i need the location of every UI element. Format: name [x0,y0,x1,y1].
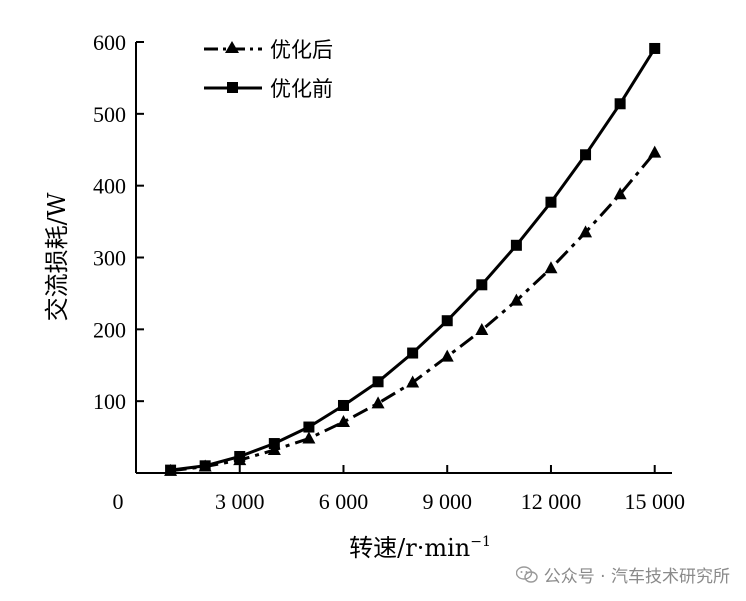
square-marker [407,347,419,359]
square-marker [268,438,280,450]
y-tick-label: 300 [93,246,126,271]
square-marker [372,376,384,388]
legend-marker-square-icon [227,82,238,93]
watermark-text: 公众号 · 汽车技术研究所 [543,567,730,587]
legend-item-original: 优化前 [204,77,333,101]
triangle-marker [579,225,593,238]
series-line-0 [170,151,656,473]
y-tick-label: 400 [93,174,126,199]
origin-label: 0 [113,489,124,514]
legend-label-original: 优化前 [270,77,333,101]
x-tick-label: 12 000 [521,489,582,514]
triangle-marker [440,349,454,362]
x-tick-label: 3 000 [215,489,265,514]
square-marker [234,450,246,462]
triangle-marker [406,375,420,388]
y-tick-label: 500 [93,102,126,127]
plot-area [135,42,672,474]
square-marker [476,279,488,291]
legend-item-optimized: 优化后 [204,38,333,62]
triangle-marker [302,431,316,444]
y-axis-title: 交流损耗/W [43,192,71,321]
wechat-icon [515,565,538,583]
x-tick-label: 15 000 [624,489,685,514]
watermark: 公众号 · 汽车技术研究所 [515,562,730,587]
square-marker [545,196,557,208]
square-marker [165,464,177,476]
x-axis-title: 转速/r·min−1 [349,534,491,562]
series-line-1 [170,47,656,472]
y-tick-label: 100 [93,389,126,414]
triangle-marker [613,187,627,200]
legend-marker-triangle-icon [225,41,239,53]
square-marker [337,399,349,411]
x-tick-label: 6 000 [319,489,369,514]
legend: 优化后 优化前 [204,38,333,101]
y-tick-group: 100 200 300 400 500 600 [93,30,144,414]
triangle-marker [336,414,350,427]
square-marker [441,315,453,327]
y-tick-label: 200 [93,317,126,342]
x-axis-title-superscript: −1 [470,534,491,550]
square-marker [649,42,661,54]
series-layer [164,42,662,476]
square-marker [580,149,592,161]
triangle-marker [544,261,558,274]
square-marker [303,421,315,433]
x-tick-group: 3 000 6 000 9 000 12 000 15 000 [215,465,685,514]
y-tick-label: 600 [93,30,126,55]
triangle-marker [475,323,489,336]
square-marker [510,239,522,251]
triangle-marker [648,145,662,158]
triangle-marker [371,396,385,409]
x-tick-label: 9 000 [422,489,472,514]
legend-label-optimized: 优化后 [270,38,333,62]
square-marker [199,460,211,472]
square-marker [614,98,626,110]
x-axis-title-main: 转速/r·min [349,534,470,562]
triangle-marker [509,293,523,306]
